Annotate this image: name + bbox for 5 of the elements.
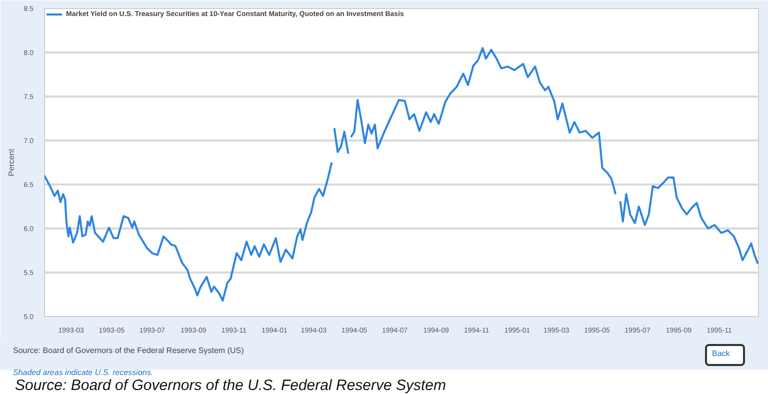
y-axis-title: Percent	[6, 148, 16, 176]
text: Shaded areas indicate U.S. recessions.	[13, 367, 154, 378]
source-note: Source: Board of Governors of the U.S. Federal Reserve System	[15, 376, 446, 394]
source-note: Source: Board of Governors of the Federal Reserve System (US)	[13, 345, 244, 356]
text: Back	[712, 348, 730, 360]
